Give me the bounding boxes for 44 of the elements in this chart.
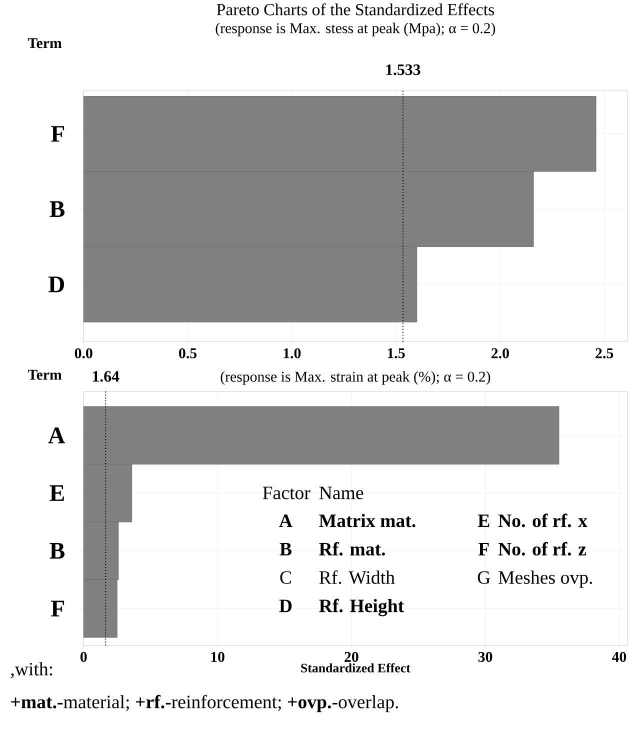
chart-title: Pareto Charts of the Standardized Effects bbox=[216, 3, 494, 16]
ref-line-label: 1.64 bbox=[92, 371, 120, 382]
x-axis-title: Standardized Effect bbox=[301, 663, 410, 672]
x-tick-label: 0 bbox=[80, 652, 87, 662]
y-tick-label: D bbox=[48, 276, 64, 292]
annotation: Meshes ovp. bbox=[498, 570, 592, 588]
x-tick-label: 0.0 bbox=[74, 348, 92, 358]
x-tick-label: 0.5 bbox=[178, 348, 196, 358]
x-tick-label: 1.5 bbox=[388, 348, 405, 358]
annotation: No. of rf. z bbox=[498, 542, 586, 556]
x-tick-label: 2.5 bbox=[596, 348, 613, 358]
annotation: Factor bbox=[262, 486, 310, 500]
annotation: C bbox=[280, 571, 291, 584]
y-tick-label: F bbox=[50, 600, 64, 616]
x-tick-label: 30 bbox=[478, 652, 492, 662]
x-tick-label: 40 bbox=[612, 652, 626, 662]
annotation: G bbox=[478, 571, 490, 584]
y-tick-label: B bbox=[50, 543, 64, 559]
annotation: D bbox=[279, 600, 292, 612]
annotation: Rf. Height bbox=[319, 598, 404, 616]
x-tick-label: 2.0 bbox=[491, 348, 509, 358]
y-tick-label: E bbox=[50, 485, 64, 501]
x-tick-label: 20 bbox=[344, 652, 358, 662]
chart-subtitle: (response is Max. stess at peak (Mpa); α = 0.2) bbox=[216, 22, 496, 36]
y-tick-label: B bbox=[50, 201, 64, 217]
text: +mat.-material; +rf.-reinforcement; +ovp.-overlap. bbox=[11, 694, 398, 712]
y-tick-label: A bbox=[48, 427, 65, 444]
x-tick-label: 1.0 bbox=[284, 348, 301, 358]
y-axis-title: Term bbox=[28, 370, 62, 380]
annotation: B bbox=[280, 542, 292, 556]
x-tick-label: 10 bbox=[211, 652, 224, 662]
annotation: No. of rf. x bbox=[498, 514, 588, 528]
annotation: A bbox=[279, 514, 292, 527]
annotation: F bbox=[478, 542, 489, 556]
annotation: E bbox=[478, 514, 490, 527]
y-axis-title: Term bbox=[28, 38, 62, 48]
annotation: Rf. mat. bbox=[319, 542, 385, 556]
annotation: Matrix mat. bbox=[319, 514, 416, 528]
y-tick-label: F bbox=[50, 126, 64, 142]
annotation: Name bbox=[319, 486, 364, 500]
chart-subtitle: (response is Max. strain at peak (%); α = 0.2) bbox=[220, 371, 490, 385]
text: ,with: bbox=[10, 662, 52, 678]
ref-line-label: 1.533 bbox=[386, 64, 420, 76]
annotation: Rf. Width bbox=[319, 570, 395, 584]
